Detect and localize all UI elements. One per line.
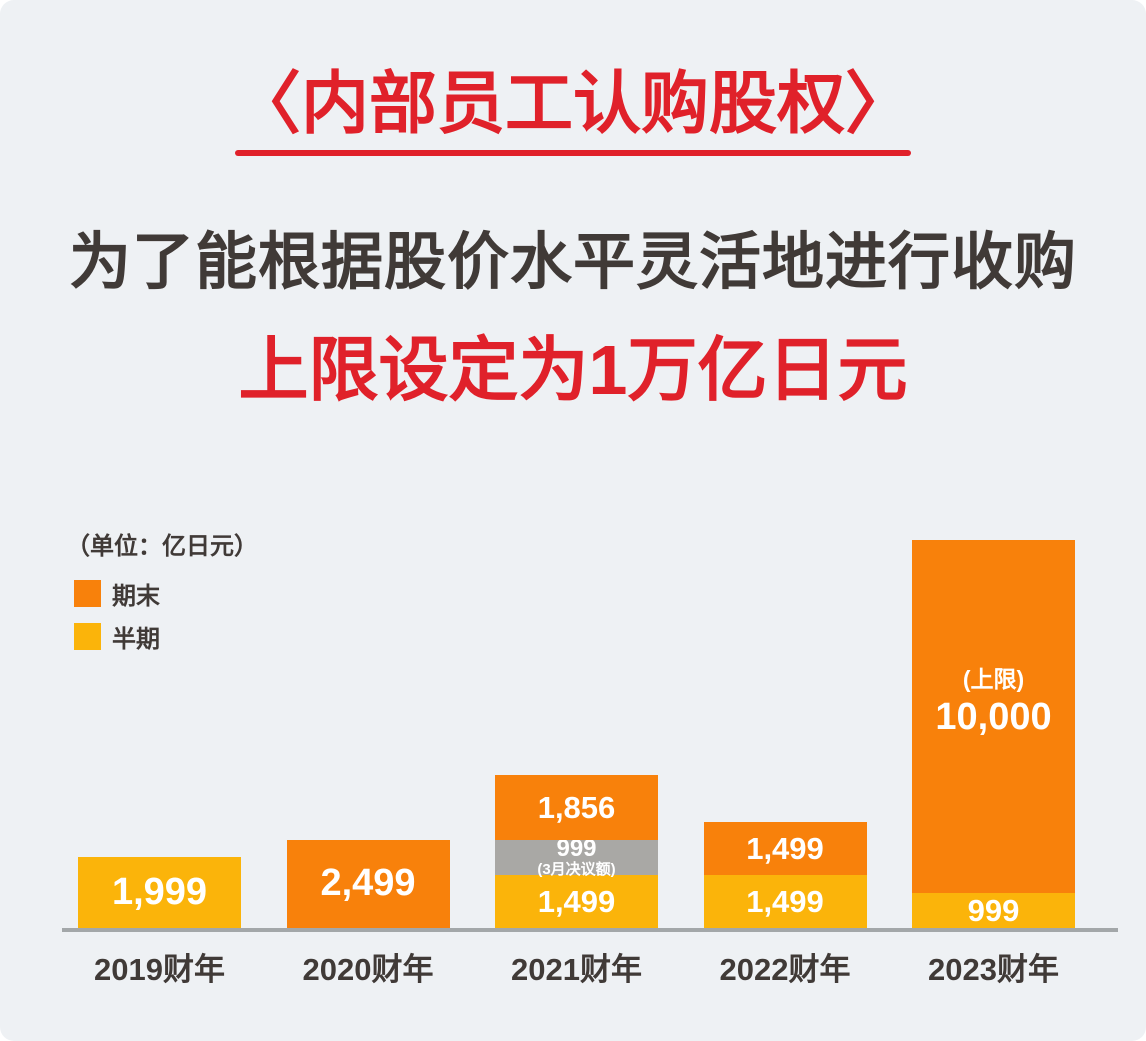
bar-segment: 1,999 bbox=[78, 857, 241, 928]
page-title-text: 〈内部员工认购股权〉 bbox=[229, 64, 917, 156]
bar-value-label: 999 bbox=[556, 835, 597, 863]
legend-item: 半期 bbox=[74, 619, 160, 654]
bar-segment: 1,499 bbox=[703, 875, 867, 928]
x-axis-label: 2019财年 bbox=[94, 952, 225, 987]
page-title: 〈内部员工认购股权〉 bbox=[0, 64, 1146, 156]
legend-swatch bbox=[74, 580, 101, 607]
legend-swatch bbox=[74, 623, 101, 650]
bar-value-label: 1,856 bbox=[537, 789, 616, 825]
bar-value-label: 1,499 bbox=[537, 883, 616, 919]
legend-item: 期末 bbox=[74, 576, 160, 611]
legend-label: 半期 bbox=[112, 626, 160, 653]
bar-column-2: 1,499 999 (3月决议额) 1,856 2021财年 bbox=[495, 775, 658, 987]
bar-column-0: 1,999 2019财年 bbox=[78, 857, 241, 987]
bar-value-sublabel: (上限) bbox=[962, 665, 1025, 692]
bar-value-label: 999 bbox=[967, 892, 1020, 928]
x-axis-line bbox=[62, 928, 1118, 932]
bar-segment: 999 (3月决议额) bbox=[495, 836, 658, 879]
bar-segment: 1,499 bbox=[703, 822, 867, 875]
chart-legend: 期末 半期 bbox=[74, 576, 160, 654]
x-axis-label: 2020财年 bbox=[302, 952, 434, 987]
x-axis-label: 2021财年 bbox=[511, 952, 642, 987]
bar-segment: 999 bbox=[912, 893, 1075, 928]
bar-column-1: 2,499 2020财年 bbox=[286, 840, 450, 987]
unit-label: （单位：亿日元） bbox=[66, 533, 258, 560]
x-axis-label: 2023财年 bbox=[928, 952, 1059, 987]
bar-value-label: 1,499 bbox=[746, 883, 824, 919]
bar-column-3: 1,499 1,499 2022财年 bbox=[703, 822, 867, 987]
bars-container: 1,999 2019财年 2,499 2020财年 1,499 999 (3月决议额) 1,8… bbox=[62, 540, 1118, 987]
bar-value-label: 1,999 bbox=[111, 870, 208, 913]
bar-segment: (上限) 10,000 bbox=[912, 540, 1075, 893]
bar-segment: 1,856 bbox=[495, 775, 658, 840]
bar-segment: 1,499 bbox=[495, 875, 658, 928]
bar-segment: 2,499 bbox=[286, 840, 450, 928]
bar-value-label: 10,000 bbox=[935, 696, 1052, 739]
bar-value-label: 2,499 bbox=[320, 862, 416, 905]
bar-value-label: 1,499 bbox=[746, 830, 824, 866]
headline-line1: 为了能根据股价水平灵活地进行收购 bbox=[68, 228, 1077, 297]
headline-line2: 上限设定为1万亿日元 bbox=[238, 331, 908, 409]
x-axis-label: 2022财年 bbox=[719, 952, 851, 987]
bar-value-sublabel: (3月决议额) bbox=[537, 861, 616, 879]
legend-label: 期末 bbox=[112, 583, 160, 610]
plot-area: 1,999 2019财年 2,499 2020财年 1,499 999 (3月决议额) 1,8… bbox=[62, 540, 1118, 987]
bar-column-4: 999 (上限) 10,000 2023财年 bbox=[912, 540, 1075, 987]
